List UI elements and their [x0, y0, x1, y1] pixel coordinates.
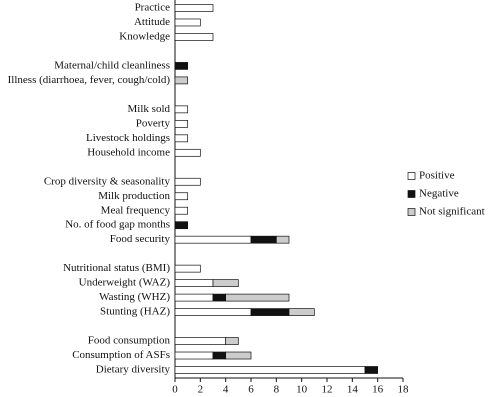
bar-segment [174, 105, 189, 114]
y-tick-label: Wasting (WHZ) [99, 291, 170, 303]
bar-segment [364, 366, 379, 374]
y-tick-label: Crop diversity & seasonality [44, 175, 171, 187]
y-tick-label: Milk sold [128, 103, 171, 115]
y-tick-label: Practice [135, 2, 171, 14]
x-tick-label: 4 [223, 384, 229, 396]
bar-segment [174, 177, 201, 186]
bar-segment [174, 134, 189, 143]
bar-segment [225, 293, 290, 302]
x-tick-label: 0 [172, 384, 178, 396]
y-tick-label: Meal frequency [101, 204, 171, 216]
y-tick-label: Dietary diversity [96, 364, 171, 376]
bar-segment [225, 337, 239, 345]
y-tick-label: Underweight (WAZ) [79, 277, 171, 289]
bar-segment [174, 148, 201, 157]
y-tick-label: Food security [110, 233, 171, 245]
bar-segment [212, 351, 227, 360]
bar-segment [174, 279, 214, 287]
x-tick-label: 12 [322, 384, 333, 396]
bar-segment [174, 351, 214, 360]
y-tick-label: Knowledge [119, 30, 170, 42]
bar-segment [225, 351, 252, 360]
x-tick-label: 6 [248, 384, 254, 396]
bar-segment [212, 293, 227, 302]
bar-segment [174, 4, 214, 12]
legend-label: Positive [419, 170, 455, 182]
bar-segment [174, 62, 189, 70]
bar-segment [212, 279, 239, 287]
y-tick-label: Consumption of ASFs [72, 349, 170, 361]
bar-segment [174, 33, 214, 41]
y-tick-label: Milk production [98, 190, 170, 202]
x-tick-label: 2 [198, 384, 204, 396]
bar-segment [174, 366, 366, 374]
bar-segment [174, 264, 201, 273]
bar-segment [174, 18, 201, 27]
x-tick-label: 14 [347, 384, 359, 396]
y-tick-label: No. of food gap months [65, 219, 170, 231]
x-tick-label: 8 [274, 384, 280, 396]
bar-segment [174, 76, 189, 85]
bar-segment [174, 206, 189, 215]
y-tick-label: Nutritional status (BMI) [63, 262, 170, 274]
x-tick-label: 18 [398, 384, 410, 396]
legend-label: Not significant [419, 206, 485, 218]
y-tick-label: Poverty [136, 117, 171, 129]
y-tick-label: Illness (diarrhoea, fever, cough/cold) [8, 74, 171, 86]
bar-segment [174, 337, 227, 345]
legend-swatch [407, 172, 416, 180]
legend-swatch [407, 190, 416, 198]
legend-label: Negative [419, 188, 459, 200]
x-tick-label: 16 [372, 384, 384, 396]
bar-segment [250, 235, 277, 244]
bar-segment [174, 221, 189, 230]
bar-segment [174, 308, 252, 316]
bar-segment [275, 235, 290, 244]
y-tick-label: Food consumption [88, 335, 171, 347]
x-tick-label: 10 [296, 384, 308, 396]
bar-segment [174, 235, 252, 244]
bar-segment [288, 308, 315, 316]
bar-segment [174, 192, 189, 201]
y-tick-label: Household income [87, 146, 170, 158]
bar-segment [174, 119, 189, 128]
y-tick-label: Livestock holdings [86, 132, 170, 144]
y-tick-label: Stunting (HAZ) [100, 306, 170, 318]
bar-segment [174, 293, 214, 302]
y-tick-label: Attitude [134, 16, 170, 28]
y-tick-label: Maternal/child cleanliness [54, 59, 170, 71]
bar-segment [250, 308, 290, 316]
legend-swatch [407, 208, 416, 216]
